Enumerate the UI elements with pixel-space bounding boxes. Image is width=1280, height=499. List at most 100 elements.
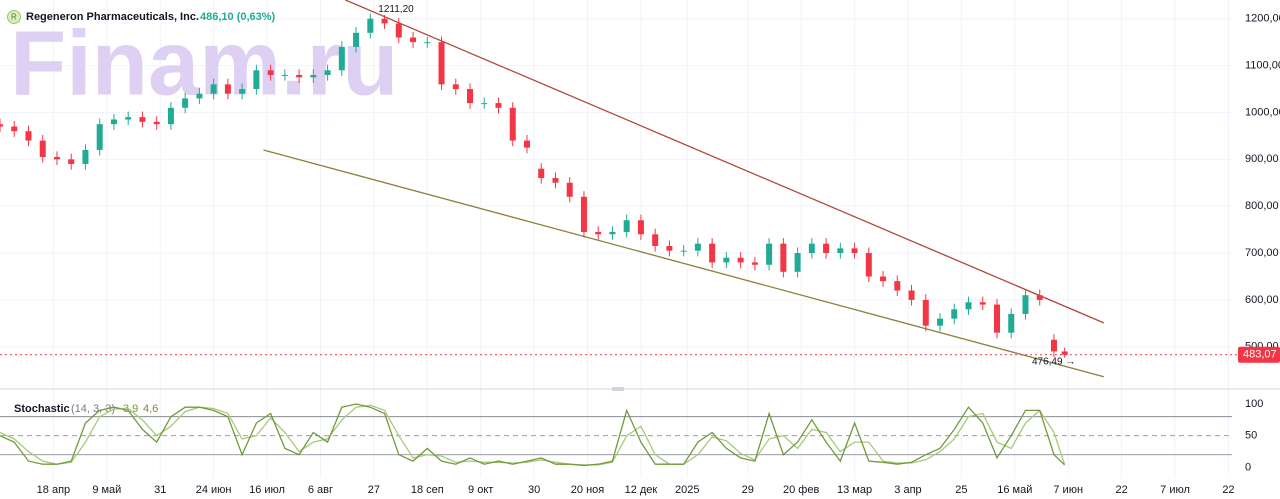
candle-body [993, 304, 1000, 333]
candle-body [979, 302, 986, 305]
candle-body [338, 46, 345, 71]
stoch-tick-label: 50 [1245, 430, 1257, 442]
candle-body [922, 299, 929, 326]
symbol-icon [7, 10, 21, 24]
candle-body [652, 234, 659, 247]
candle-body [737, 257, 744, 263]
x-tick-label: 25 [955, 484, 967, 496]
candle-body [1008, 313, 1015, 333]
candle-body [438, 42, 445, 85]
stoch-d-line [0, 404, 1066, 466]
candle-body [239, 89, 246, 94]
candle-body [965, 302, 972, 310]
candle-body [894, 281, 901, 291]
candle-body [851, 248, 858, 254]
candle-body [381, 18, 388, 24]
y-tick-label: 1200,00 [1245, 13, 1280, 25]
candle-body [139, 117, 146, 122]
candle-body [39, 140, 46, 157]
x-tick-label: 6 авг [308, 484, 333, 496]
grid [0, 0, 1232, 478]
x-tick-label: 18 апр [37, 484, 70, 496]
candle-body [808, 243, 815, 254]
indicator-params: (14, 3, 3) [71, 403, 115, 415]
last-price-label: 483,07 [1243, 349, 1277, 361]
candle-body [125, 117, 132, 120]
candle-body [182, 98, 189, 108]
candle-body [53, 156, 60, 160]
candle-body [751, 262, 758, 265]
candle-body [880, 276, 887, 282]
y-tick-label: 1000,00 [1245, 106, 1280, 118]
candle-body [167, 107, 174, 125]
candle-body [865, 253, 872, 277]
candle-body [424, 42, 431, 44]
indicator-d-value: 4,6 [143, 403, 158, 415]
x-tick-label: 22 [1115, 484, 1127, 496]
candle-body [310, 74, 317, 78]
candle-body [495, 103, 502, 108]
x-tick-label: 13 мар [837, 484, 872, 496]
watermark: Finam.ru [10, 12, 398, 114]
plot: 1211,20 476,49 → [0, 0, 1105, 378]
price-axis [1232, 0, 1280, 499]
candle-body [523, 140, 530, 148]
candle-body [509, 107, 516, 141]
x-tick-label: 16 май [997, 484, 1032, 496]
candle-body [410, 37, 417, 43]
symbol-title: Regeneron Pharmaceuticals, Inc. [26, 11, 199, 23]
candle-body [153, 121, 160, 125]
candle-body [680, 250, 687, 252]
x-tick-label: 30 [528, 484, 540, 496]
candle-body [538, 168, 545, 179]
indicator-title: Stochastic [14, 403, 70, 415]
x-tick-label: 29 [742, 484, 754, 496]
candle-body [25, 131, 32, 141]
candle-body [709, 243, 716, 263]
candle-body [937, 318, 944, 326]
candle-body [595, 231, 602, 235]
candle-body [210, 84, 217, 94]
x-tick-label: 9 окт [468, 484, 493, 496]
candle-body [837, 248, 844, 254]
symbol-icon-letter: R [11, 13, 17, 22]
indicator-k-value: 3,9 [123, 403, 138, 415]
symbol-price: 486,10 (0,63%) [200, 11, 276, 23]
candle-body [452, 84, 459, 90]
candle-body [296, 74, 303, 78]
candle-body [623, 220, 630, 232]
candle-body [666, 246, 673, 251]
x-tick-label: 9 май [92, 484, 121, 496]
stoch-k-line [0, 403, 1066, 467]
candle-body [637, 220, 644, 235]
candle-body [794, 253, 801, 272]
candle-body [566, 182, 573, 197]
candle-body [766, 243, 773, 265]
candle-body [224, 84, 231, 94]
x-tick-label: 22 [1222, 484, 1234, 496]
candle-body [267, 70, 274, 75]
x-tick-label: 31 [154, 484, 166, 496]
candle-body [110, 119, 117, 125]
y-tick-label: 900,00 [1245, 153, 1279, 165]
last-price-tag [1238, 346, 1280, 363]
x-tick-label: 27 [368, 484, 380, 496]
candle-body [196, 93, 203, 99]
candle-body [552, 178, 559, 183]
pane-handle [612, 387, 624, 391]
candle-body [68, 159, 75, 165]
candle-body [82, 149, 89, 165]
x-tick-label: 2025 [675, 484, 699, 496]
candle-body [694, 243, 701, 251]
candle-body [0, 124, 3, 127]
x-tick-label: 3 апр [894, 484, 921, 496]
x-tick-label: 20 фев [783, 484, 819, 496]
candle-body [367, 18, 374, 33]
y-tick-label: 700,00 [1245, 247, 1279, 259]
x-tick-label: 7 июн [1053, 484, 1083, 496]
price-annotation: 476,49 → [1032, 356, 1075, 367]
candle-body [1061, 351, 1068, 355]
trendline [345, 0, 1105, 324]
candle-body [951, 309, 958, 319]
